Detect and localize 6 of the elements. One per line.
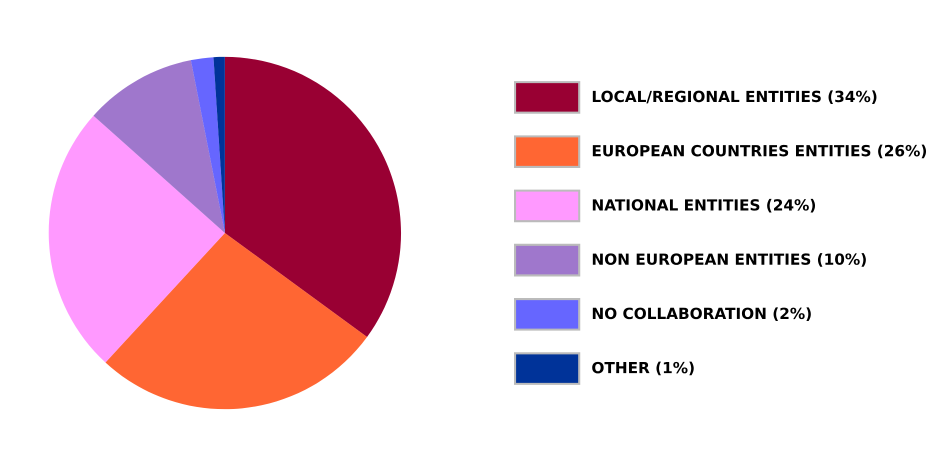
legend-label: EUROPEAN COUNTRIES ENTITIES (26%): [592, 144, 926, 158]
legend-label: OTHER (1%): [592, 362, 694, 376]
legend-label: LOCAL/REGIONAL ENTITIES (34%): [592, 90, 876, 104]
legend-label: NO COLLABORATION (2%): [592, 307, 811, 321]
legend-label: NON EUROPEAN ENTITIES (10%): [592, 253, 866, 267]
legend-label: NATIONAL ENTITIES (24%): [592, 198, 816, 212]
